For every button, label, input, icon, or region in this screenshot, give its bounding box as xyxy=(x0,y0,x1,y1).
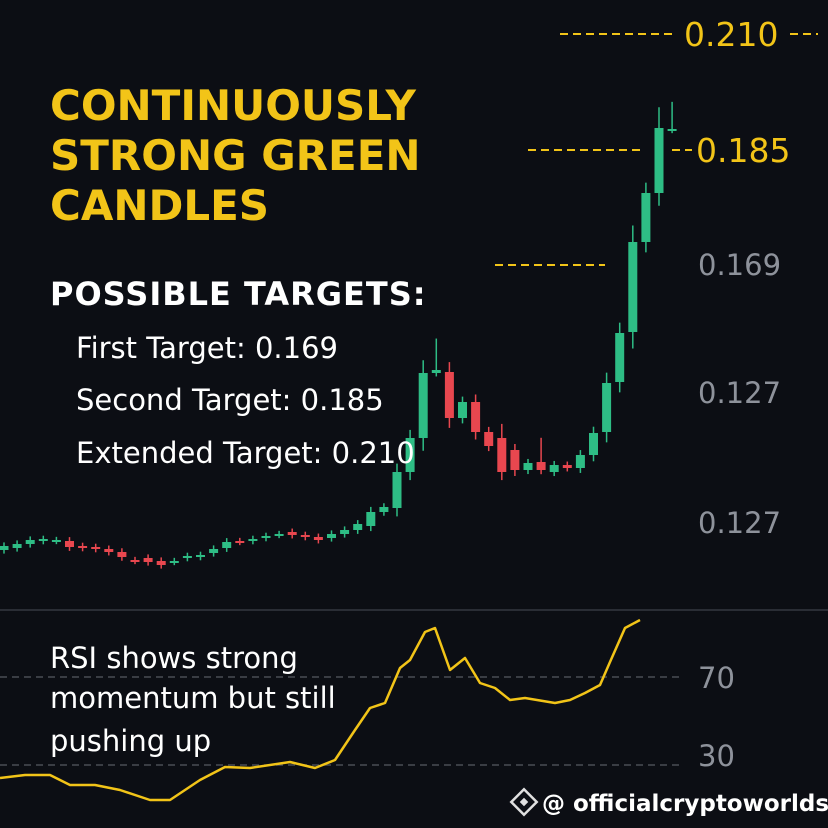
candle-body xyxy=(392,472,402,508)
candle-body xyxy=(602,383,612,432)
candle-body xyxy=(444,372,454,418)
candle-body xyxy=(615,333,625,382)
candle-body xyxy=(575,455,585,468)
candle-body xyxy=(78,546,88,548)
candle-body xyxy=(510,450,520,470)
candle-body xyxy=(353,524,363,530)
rsi-note: RSI shows strong xyxy=(50,641,298,675)
candle-body xyxy=(182,556,192,558)
headline: CONTINUOUSLY xyxy=(50,81,416,130)
candle-body xyxy=(628,242,638,332)
candle-body xyxy=(196,555,205,557)
target-lines xyxy=(495,33,818,266)
candle-body xyxy=(300,535,310,537)
price-label: 0.185 xyxy=(696,131,790,170)
candle-body xyxy=(418,373,428,438)
candle-body xyxy=(549,465,559,472)
candles xyxy=(0,101,677,569)
target-item: Second Target: 0.185 xyxy=(76,383,384,417)
candle-body xyxy=(484,432,494,446)
candle-body xyxy=(104,549,114,552)
candle-body xyxy=(209,549,219,553)
candle-body xyxy=(340,530,350,534)
headline: STRONG GREEN xyxy=(50,131,421,180)
candle-body xyxy=(287,532,297,535)
target-item: Extended Target: 0.210 xyxy=(76,436,415,470)
candle-body xyxy=(143,558,153,562)
candle-body xyxy=(458,402,467,418)
rsi-note: momentum but still xyxy=(50,681,336,715)
candle-body xyxy=(366,512,376,526)
candle-body xyxy=(261,536,271,538)
candle-body xyxy=(536,462,546,470)
candle-body xyxy=(12,544,22,548)
candle-body xyxy=(235,541,245,543)
candle-body xyxy=(130,560,140,562)
price-label: 0.169 xyxy=(698,248,781,282)
candle-body xyxy=(641,193,651,242)
candle-body xyxy=(313,537,323,540)
rsi-line xyxy=(0,618,641,802)
price-label: 0.127 xyxy=(698,506,781,540)
price-label: 0.210 xyxy=(684,15,778,54)
candle-body xyxy=(117,552,127,557)
logo-shape xyxy=(509,787,539,817)
candle-body xyxy=(91,547,101,549)
candle-body xyxy=(471,402,481,432)
candle-body xyxy=(405,438,415,472)
candle-body xyxy=(497,438,507,472)
candle-body xyxy=(523,463,533,470)
rsi-level-label: 30 xyxy=(698,739,735,773)
headline: CANDLES xyxy=(50,181,269,230)
candle-body xyxy=(248,539,258,541)
candle-body xyxy=(379,507,389,512)
candle-body xyxy=(654,128,664,193)
candle-body xyxy=(51,540,61,542)
watermark: @ officialcryptoworlds... xyxy=(542,791,828,817)
candle-body xyxy=(38,539,48,541)
rsi-note: pushing up xyxy=(50,724,211,758)
targets-title: POSSIBLE TARGETS: xyxy=(50,275,427,313)
target-item: First Target: 0.169 xyxy=(76,331,338,365)
rsi-level-label: 70 xyxy=(698,661,735,695)
candle-body xyxy=(222,542,232,548)
candle-body xyxy=(156,561,166,565)
candle-body xyxy=(0,546,9,550)
rsi-levels xyxy=(0,676,680,766)
candle-body xyxy=(327,534,336,538)
candle-body xyxy=(274,534,284,536)
candle-body xyxy=(589,433,598,455)
candle-body xyxy=(169,561,179,563)
candle-body xyxy=(65,541,74,547)
candle-body xyxy=(562,465,572,468)
candle-body xyxy=(431,370,441,373)
candle-body xyxy=(667,129,677,131)
candle-body xyxy=(25,540,35,544)
price-label: 0.127 xyxy=(698,376,781,410)
